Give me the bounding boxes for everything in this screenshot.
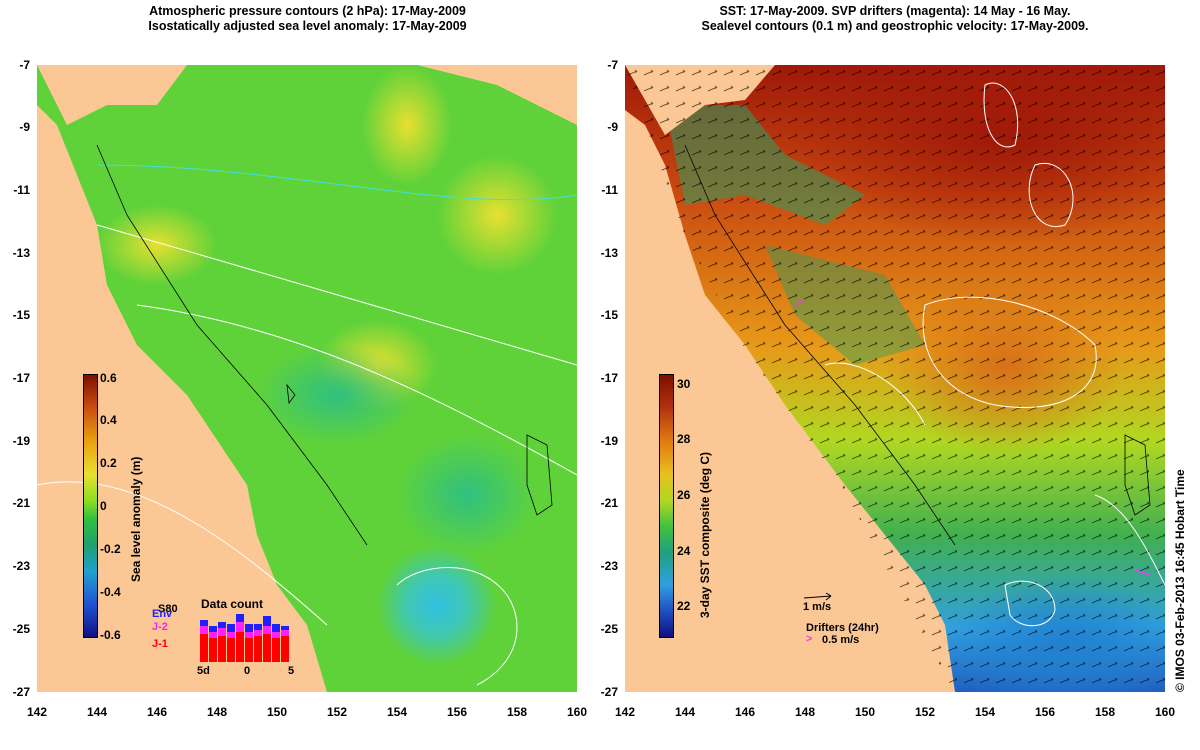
right-y-tick: -21 [600,496,618,510]
left-colorbar [83,374,98,638]
right-x-tick: 156 [1034,705,1056,719]
right-title-line2: Sealevel contours (0.1 m) and geostrophi… [701,19,1089,33]
drifters-scale-label: 0.5 m/s [822,634,860,646]
right-colorbar-tick-4: 22 [677,599,691,613]
right-x-tick: 160 [1154,705,1176,719]
data-count-legend-j2: J-2 [152,621,168,633]
left-colorbar-tick-1: 0.4 [100,413,117,427]
left-y-tick: -23 [12,559,30,573]
right-colorbar-tick-0: 30 [677,377,691,391]
left-x-tick: 152 [326,705,348,719]
data-count-legend-env: Env [152,608,173,620]
left-y-tick: -7 [19,58,30,72]
data-count-legend-j1: J-1 [152,638,168,650]
data-count-legend-s80: S80 [158,603,178,615]
data-count-axis-0: 5d [197,665,210,677]
left-title-line1: Atmospheric pressure contours (2 hPa): 1… [149,4,466,18]
right-title: SST: 17-May-2009. SVP drifters (magenta)… [625,4,1165,34]
data-count-axis-2: 5 [288,665,295,677]
left-colorbar-tick-5: -0.4 [100,585,121,599]
right-x-tick: 142 [614,705,636,719]
left-colorbar-tick-0: 0.6 [100,371,117,385]
left-x-tick: 158 [506,705,528,719]
left-colorbar-tick-2: 0.2 [100,456,117,470]
right-title-line1: SST: 17-May-2009. SVP drifters (magenta)… [719,4,1071,18]
left-colorbar-tick-4: -0.2 [100,542,121,556]
data-count-axis-1: 0 [244,665,251,677]
right-y-tick: -23 [600,559,618,573]
left-x-tick: 160 [566,705,588,719]
velocity-scale-label: 1 m/s [803,601,832,613]
credit-label: © IMOS 03-Feb-2013 16:45 Hobart Time [1173,469,1187,692]
right-x-tick: 152 [914,705,936,719]
right-colorbar-tick-1: 28 [677,432,691,446]
right-x-tick: 154 [974,705,996,719]
left-colorbar-label: Sea level anomaly (m) [129,456,143,582]
right-y-tick: -17 [600,371,618,385]
right-y-tick: -25 [600,622,618,636]
left-x-tick: 144 [86,705,108,719]
right-colorbar-tick-2: 26 [677,488,691,502]
right-y-tick: -11 [601,183,618,197]
left-x-tick: 154 [386,705,408,719]
right-map [625,65,1165,692]
right-y-tick: -19 [600,434,618,448]
left-colorbar-tick-6: -0.6 [100,628,121,642]
right-x-tick: 150 [854,705,876,719]
data-count-title: Data count [201,597,264,611]
right-y-tick: -13 [600,246,618,260]
left-y-tick: -13 [12,246,30,260]
left-x-tick: 156 [446,705,468,719]
right-y-tick: -27 [600,685,618,699]
data-count-bars [200,614,289,662]
left-y-tick: -27 [12,685,30,699]
left-y-tick: -15 [12,308,30,322]
drifters-arrow-icon: > [806,633,813,645]
left-y-tick: -11 [13,183,30,197]
left-colorbar-tick-3: 0 [100,499,107,513]
left-y-tick: -9 [19,120,30,134]
left-x-tick: 146 [146,705,168,719]
left-x-tick: 150 [266,705,288,719]
drifters-label: Drifters (24hr) [806,622,879,634]
left-x-tick: 148 [206,705,228,719]
left-title-line2: Isostatically adjusted sea level anomaly… [148,19,467,33]
left-y-tick: -25 [12,622,30,636]
right-x-tick: 158 [1094,705,1116,719]
right-x-tick: 148 [794,705,816,719]
right-x-tick: 146 [734,705,756,719]
right-colorbar-tick-3: 24 [677,544,691,558]
right-y-tick: -9 [607,120,618,134]
left-y-tick: -17 [12,371,30,385]
right-colorbar-label: 3-day SST composite (deg C) [698,451,712,618]
right-x-tick: 144 [674,705,696,719]
velocity-scale-arrow [803,592,832,601]
left-title: Atmospheric pressure contours (2 hPa): 1… [40,4,575,34]
right-y-tick: -15 [600,308,618,322]
left-y-tick: -21 [12,496,30,510]
left-y-tick: -19 [12,434,30,448]
right-colorbar [659,374,674,638]
left-map [37,65,577,692]
left-x-tick: 142 [26,705,48,719]
right-y-tick: -7 [607,58,618,72]
